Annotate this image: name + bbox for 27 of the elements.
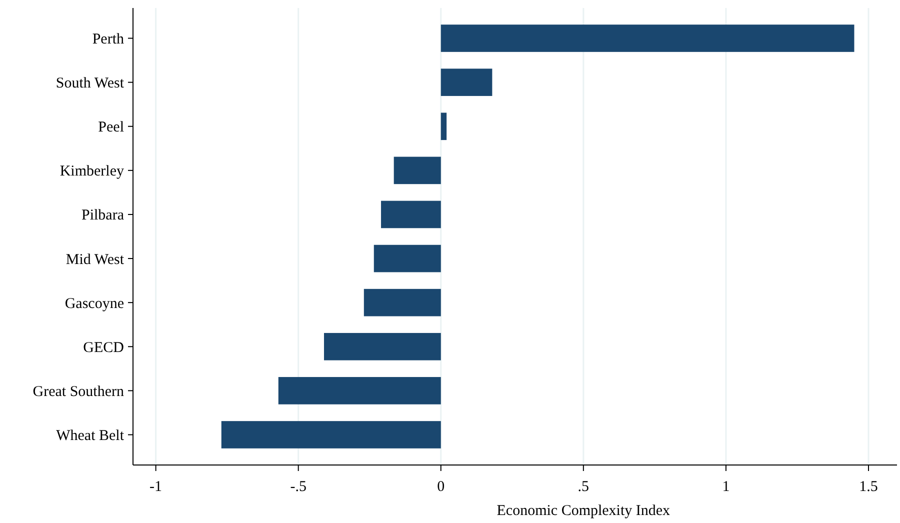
y-tick-label: Great Southern [32, 384, 124, 400]
y-tick-label: Perth [92, 32, 124, 48]
bar [440, 68, 492, 96]
bar [394, 156, 441, 184]
y-tick-label: Peel [98, 120, 124, 136]
x-tick-label: 1.5 [859, 479, 878, 495]
x-axis-title: Economic Complexity Index [496, 503, 671, 519]
x-tick-label: -1 [150, 479, 162, 495]
y-tick-label: Kimberley [60, 164, 124, 180]
x-tick-label: -.5 [290, 479, 306, 495]
y-tick-label: Wheat Belt [56, 428, 125, 444]
x-tick-label: 1 [722, 479, 730, 495]
bar [440, 112, 447, 140]
y-tick-label: Mid West [66, 252, 125, 268]
bar [278, 377, 441, 404]
y-tick-label: Gascoyne [64, 296, 124, 312]
bar [221, 421, 441, 448]
x-tick-label: .5 [578, 479, 590, 495]
bar [374, 244, 441, 272]
bar [381, 200, 441, 228]
y-tick-label: Pilbara [82, 208, 124, 224]
bar [364, 288, 441, 316]
y-tick-label: South West [56, 76, 125, 92]
bar [324, 332, 441, 360]
x-tick-label: 0 [437, 479, 445, 495]
bar [440, 24, 854, 52]
y-tick-label: GECD [83, 340, 124, 356]
